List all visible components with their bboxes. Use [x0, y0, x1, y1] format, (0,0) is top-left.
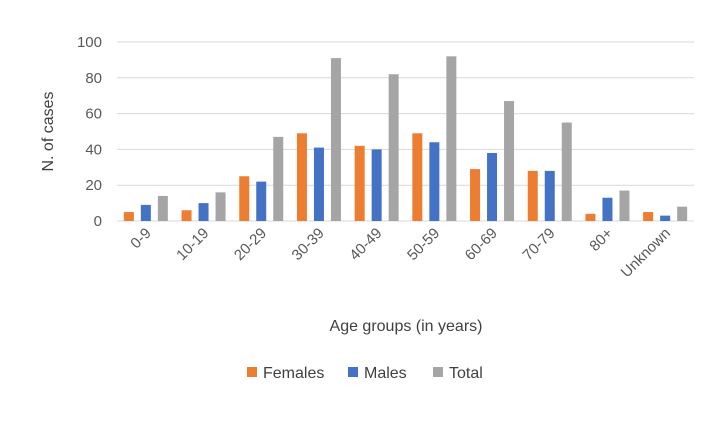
bar-males-30-39 [313, 147, 324, 221]
bar-females-10-19 [181, 210, 192, 221]
bar-females-50-59 [412, 133, 423, 221]
bar-females-80+ [585, 213, 596, 221]
x-tick-label: 40-49 [346, 225, 385, 264]
x-tick-label: Unknown [618, 225, 674, 281]
bar-total-70-79 [561, 122, 572, 221]
legend-swatch-females [247, 367, 257, 377]
bar-total-60-69 [504, 101, 515, 221]
bar-total-0-9 [157, 195, 168, 221]
x-tick-label: 60-69 [462, 225, 501, 264]
chart-frame: 0 20 40 60 80 100 0-9 10-19 20-29 30-39 40-49 50-5… [40, 34, 694, 382]
x-tick-label: 0-9 [127, 225, 154, 252]
bar-females-0-9 [123, 212, 134, 221]
y-tick-label: 60 [85, 106, 102, 123]
bars [123, 56, 688, 221]
bar-total-20-29 [273, 136, 284, 221]
bar-males-60-69 [487, 152, 498, 221]
bar-females-70-79 [527, 170, 538, 221]
y-tick-label: 20 [85, 177, 102, 194]
x-tick-labels: 0-9 10-19 20-29 30-39 40-49 50-59 60-69 70-79 80… [127, 225, 674, 281]
bar-females-20-29 [239, 176, 250, 221]
bar-chart: 0 20 40 60 80 100 0-9 10-19 20-29 30-39 40-49 50-5… [40, 34, 694, 382]
gridlines [117, 41, 694, 222]
bar-females-40-49 [354, 145, 365, 221]
y-tick-label: 0 [94, 213, 102, 230]
legend-swatch-males [348, 367, 358, 377]
x-tick-label: 70-79 [519, 225, 558, 264]
y-tick-label: 40 [85, 141, 102, 158]
legend-label-total: Total [449, 365, 483, 382]
bar-total-10-19 [215, 192, 226, 221]
y-tick-label: 100 [77, 34, 102, 51]
bar-females-30-39 [296, 133, 307, 221]
x-tick-label: 50-59 [404, 225, 443, 264]
bar-males-10-19 [198, 203, 209, 221]
legend: Females Males Total [247, 365, 483, 382]
bar-females-60-69 [470, 169, 481, 221]
x-tick-label: 80+ [586, 225, 616, 255]
x-tick-label: 30-39 [289, 225, 328, 264]
legend-label-females: Females [263, 365, 324, 382]
x-tick-label: 10-19 [173, 225, 212, 264]
y-tick-labels: 0 20 40 60 80 100 [77, 34, 102, 230]
legend-swatch-total [433, 367, 443, 377]
bar-total-80+ [619, 190, 630, 221]
bar-males-20-29 [256, 181, 267, 221]
y-tick-label: 80 [85, 70, 102, 87]
bar-males-80+ [602, 197, 613, 221]
bar-males-40-49 [371, 149, 382, 221]
bar-total-50-59 [446, 56, 457, 221]
bar-total-unknown [677, 206, 688, 221]
bar-females-unknown [643, 212, 654, 221]
bar-males-unknown [660, 215, 671, 221]
x-axis-title: Age groups (in years) [330, 318, 483, 335]
legend-label-males: Males [364, 365, 407, 382]
bar-males-70-79 [544, 170, 555, 221]
x-tick-label: 20-29 [231, 225, 270, 264]
bar-total-40-49 [388, 74, 399, 221]
bar-males-0-9 [140, 204, 151, 221]
bar-total-30-39 [330, 58, 341, 221]
y-axis-title: N. of cases [40, 91, 57, 171]
bar-males-50-59 [429, 142, 440, 221]
